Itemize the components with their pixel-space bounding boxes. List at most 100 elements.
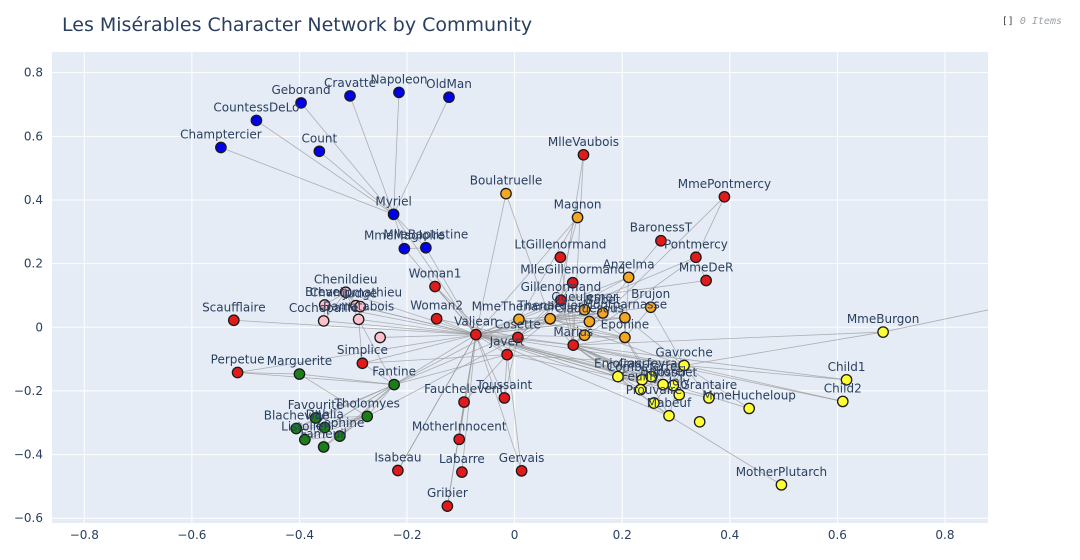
node-Cochepaille[interactable] [317, 315, 330, 327]
node-Child2[interactable] [836, 395, 849, 408]
edge-Javert2-Eponine [584, 334, 625, 338]
y-tick-label: 0 [35, 320, 43, 334]
node-Gribier[interactable] [441, 500, 454, 512]
node-Enjolras[interactable] [612, 370, 624, 383]
node-Labarre[interactable] [456, 466, 468, 478]
node-Thenardier[interactable] [544, 312, 556, 325]
edge-Gavroche-MmeHucheloup [683, 365, 750, 409]
node-Prouvaire[interactable] [648, 397, 660, 409]
node-MmeThenardier[interactable] [513, 313, 525, 326]
node-Bamatabois[interactable] [352, 313, 365, 326]
node-Toussaint[interactable] [498, 392, 511, 404]
edge-Eponine-Gueulemer [584, 309, 626, 338]
node-Bossuet[interactable] [667, 379, 680, 392]
items-counter-bracket: [] [1001, 16, 1014, 27]
node-Grantaire[interactable] [702, 392, 715, 404]
node-MlleGillenormand[interactable] [566, 276, 579, 289]
node-Tholomyes[interactable] [361, 410, 374, 423]
node-Perpetue[interactable] [231, 366, 244, 379]
node-Fameuil[interactable] [317, 441, 330, 453]
nodes[interactable] [215, 86, 889, 512]
node-Valjean[interactable] [470, 328, 482, 341]
node-MmeMagloire[interactable] [398, 242, 411, 255]
chart-title: Les Misérables Character Network by Comm… [62, 14, 533, 36]
node-Pontmercy[interactable] [690, 251, 702, 264]
node-Montparnasse[interactable] [619, 311, 631, 324]
label-Champtercier: Champtercier [180, 127, 262, 141]
node-MlleVaubois[interactable] [577, 148, 590, 161]
node-Gavroche[interactable] [678, 359, 690, 372]
edge-Fantine-Simplice [362, 362, 395, 385]
node-Favourite[interactable] [309, 412, 322, 424]
node-Marius[interactable] [567, 339, 580, 351]
edge-Marius-MlleVaubois [572, 154, 584, 346]
node-Geborand[interactable] [295, 97, 307, 109]
node-Javert2[interactable] [578, 329, 591, 342]
node-Claquesous[interactable] [583, 315, 596, 328]
node-MmeDeR2[interactable] [374, 331, 386, 344]
node-BaronessT[interactable] [655, 234, 667, 247]
node-OldMan[interactable] [443, 91, 455, 104]
node-Brevet[interactable] [318, 299, 331, 311]
label-Brevet: Brevet [305, 285, 345, 299]
node-Marguerite[interactable] [293, 368, 306, 380]
node-Gervais[interactable] [515, 464, 528, 477]
node-Myriel[interactable] [387, 208, 400, 221]
node-Napoleon[interactable] [393, 86, 405, 99]
label-Babet: Babet [585, 293, 621, 307]
node-MotherPlutarch[interactable] [775, 478, 788, 491]
node-Anzelma[interactable] [622, 271, 635, 284]
node-MmeBurgon[interactable] [877, 326, 889, 338]
edge-Gavroche-Child1 [684, 365, 847, 381]
node-Feuilly[interactable] [634, 383, 647, 396]
node-Listolier[interactable] [298, 433, 311, 446]
label-Feuilly: Feuilly [621, 370, 659, 384]
node-Zephine[interactable] [333, 430, 346, 442]
node-CountessDeLo[interactable] [250, 114, 263, 127]
node-Courfeyrac[interactable] [645, 370, 658, 383]
node-Blacheville[interactable] [290, 422, 303, 435]
label-Cosette: Cosette [495, 317, 541, 331]
x-tick-label: −0.8 [70, 528, 99, 542]
edges [220, 92, 988, 507]
node-Chenildieu[interactable] [339, 286, 352, 299]
node-Fantine[interactable] [388, 378, 400, 391]
node-Boulatruelle[interactable] [500, 187, 512, 200]
node-Woman2[interactable] [430, 312, 443, 325]
node-Child1[interactable] [840, 373, 853, 386]
node-LtGillenormand[interactable] [554, 251, 567, 264]
node-Dahlia[interactable] [318, 421, 331, 434]
node-Joly[interactable] [673, 388, 686, 401]
node-MmeDeR[interactable] [700, 274, 712, 287]
node-Babet[interactable] [596, 307, 609, 319]
node-Brujon[interactable] [644, 301, 657, 314]
node-Count[interactable] [313, 145, 326, 158]
label-Count: Count [302, 131, 338, 145]
node-MotherInnocent[interactable] [453, 433, 466, 446]
node-Mabeuf[interactable] [663, 409, 675, 422]
node-Gueulemer[interactable] [578, 303, 591, 316]
node-Cosette[interactable] [511, 331, 524, 344]
node-Judge[interactable] [354, 300, 367, 313]
node-MmePontmercy[interactable] [718, 190, 731, 203]
node-Fauchelevent[interactable] [458, 396, 470, 408]
node-Marius2[interactable] [693, 415, 706, 428]
node-Gillenormand[interactable] [555, 294, 567, 307]
node-Magnon[interactable] [571, 211, 584, 224]
node-Javert[interactable] [501, 348, 513, 361]
edge-MmeThenardier-Babet [518, 312, 603, 320]
node-Champtercier[interactable] [215, 141, 227, 154]
label-Enjolras: Enjolras [594, 357, 642, 371]
node-Simplice[interactable] [356, 357, 369, 370]
node-MmeHucheloup[interactable] [743, 402, 756, 415]
node-Scaufflaire[interactable] [227, 314, 240, 327]
node-Woman1[interactable] [429, 280, 441, 293]
label-Combeferre: Combeferre [607, 360, 678, 374]
node-Eponine[interactable] [619, 331, 631, 344]
node-Isabeau[interactable] [392, 464, 404, 477]
label-Prouvaire: Prouvaire [626, 383, 682, 397]
node-MlleBaptistine[interactable] [420, 241, 432, 254]
node-Cravatte[interactable] [344, 90, 356, 102]
edge-Valjean-Brevet [324, 304, 476, 335]
